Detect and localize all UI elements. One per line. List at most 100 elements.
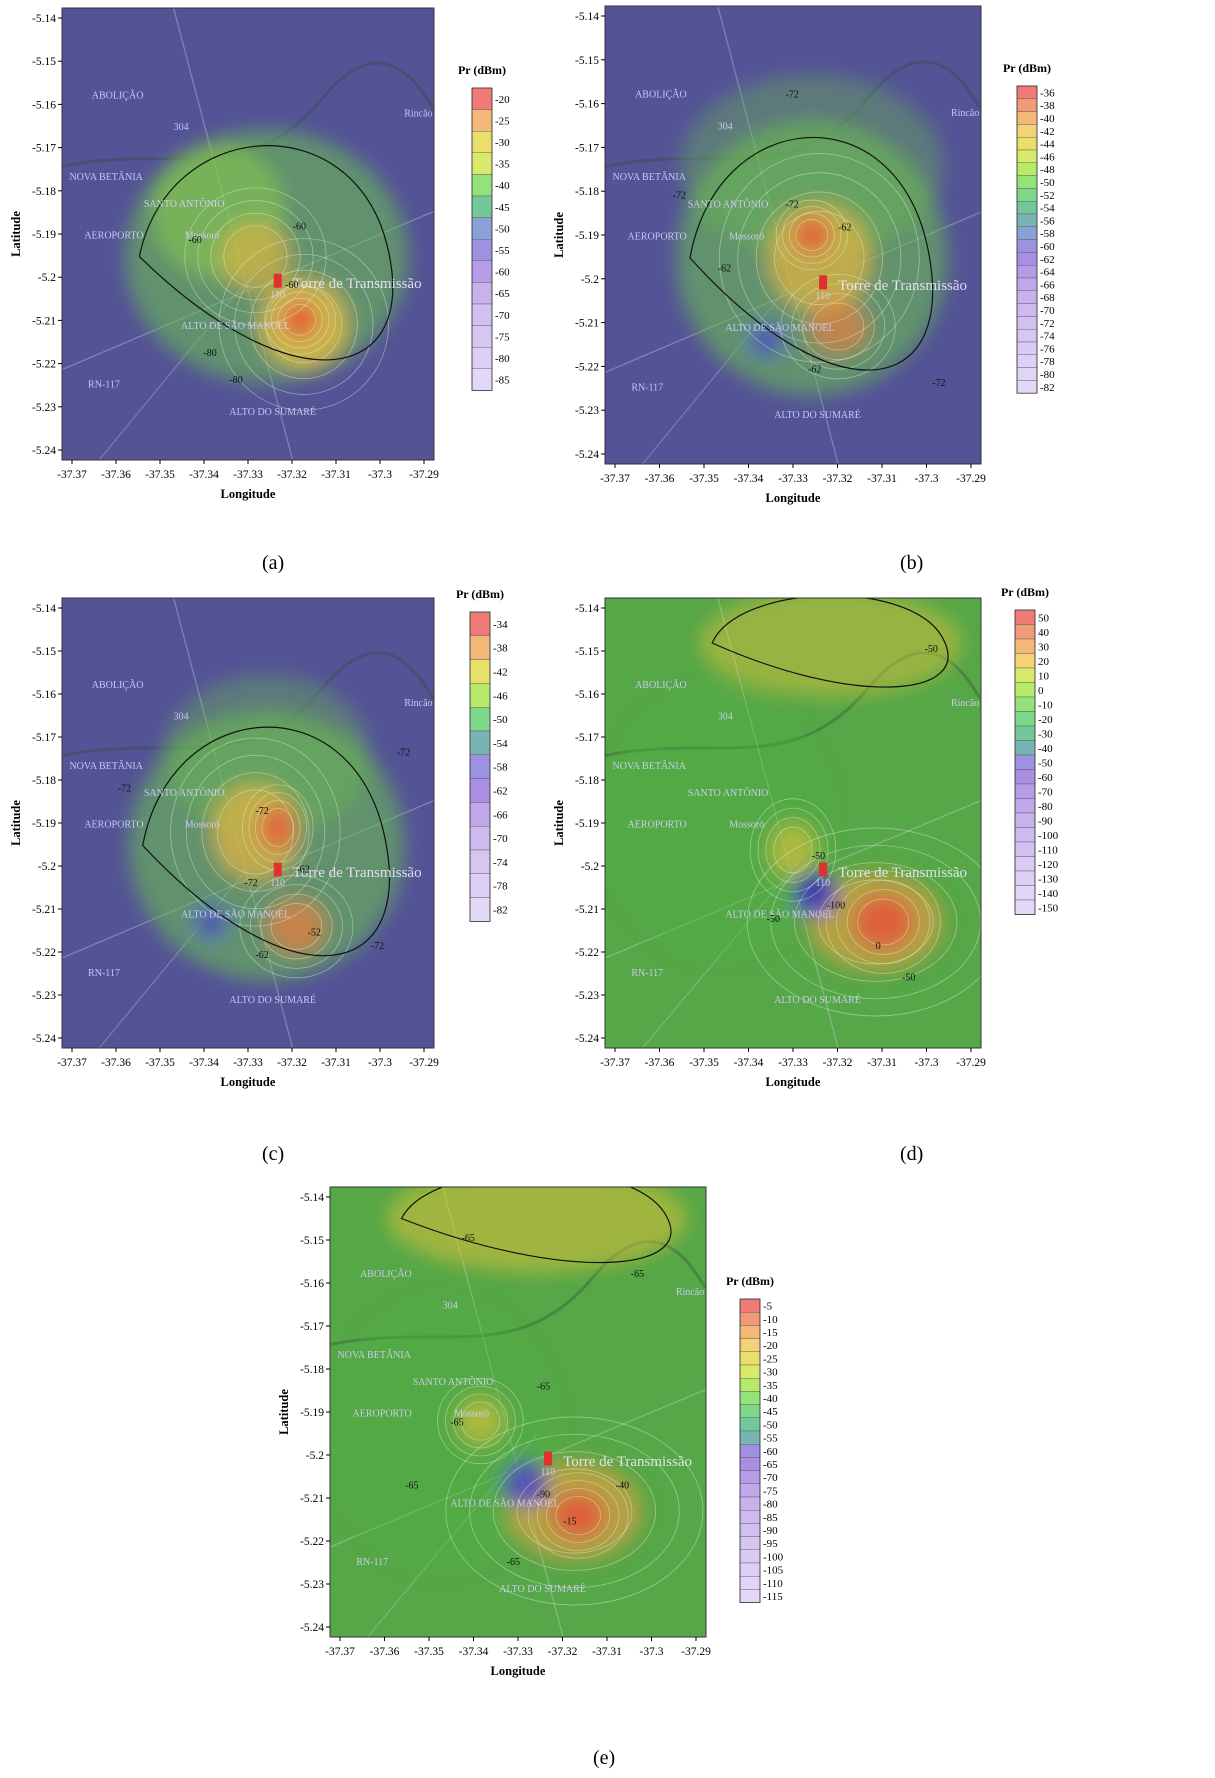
- map-label: ALTO DE SÃO MANOEL: [181, 909, 290, 921]
- y-tick-label: -5.22: [32, 359, 56, 371]
- contour-line: [460, 1401, 500, 1441]
- legend-value: 10: [1038, 670, 1050, 682]
- legend-value: -58: [493, 762, 508, 774]
- legend-value: -105: [763, 1565, 784, 1577]
- contour-line-main: [711, 598, 949, 688]
- y-tick-label: -5.18: [300, 1364, 324, 1376]
- x-tick-label: -37.36: [645, 473, 675, 485]
- contour-line: [249, 884, 343, 969]
- y-tick-label: -5.23: [32, 402, 56, 414]
- x-tick-label: -37.34: [189, 1057, 219, 1069]
- contour-line: [801, 293, 875, 360]
- legend-value: -60: [1040, 241, 1055, 253]
- contour-line: [812, 302, 865, 351]
- map-label: Rincão: [676, 1287, 704, 1298]
- legend-value: -54: [493, 738, 508, 750]
- x-tick-label: -37.31: [867, 473, 897, 485]
- map-svg-c: ABOLIÇÃO NOVA BETÂNIA SANTO ANTÔNIO AEROPOR…: [9, 587, 508, 1089]
- legend-value: -130: [1038, 873, 1059, 885]
- y-tick-label: -5.15: [32, 56, 56, 68]
- legend-value: -42: [493, 667, 508, 679]
- contour-value-label: -62: [296, 865, 309, 876]
- legend-value: -60: [495, 267, 510, 279]
- legend-value: -72: [1040, 318, 1055, 330]
- contour-line: [775, 199, 848, 271]
- signal-zone: [793, 216, 831, 254]
- tower-marker-icon: [544, 1451, 553, 1466]
- legend-value: -110: [1038, 844, 1058, 856]
- x-tick-label: -37.32: [548, 1646, 578, 1658]
- contour-line: [270, 903, 323, 950]
- map-label: ABOLIÇÃO: [92, 89, 144, 101]
- y-axis-title: Latitude: [552, 800, 566, 846]
- contour-line: [516, 1468, 633, 1554]
- legend-value: -65: [763, 1459, 778, 1471]
- contour-value-label: -72: [673, 190, 686, 201]
- contour-line: [264, 285, 336, 355]
- y-tick-label: -5.15: [575, 646, 599, 658]
- contour-line: [795, 219, 829, 251]
- map-label: ABOLIÇÃO: [635, 679, 687, 691]
- legend-value: 20: [1038, 656, 1050, 668]
- tower-marker-icon: [819, 862, 828, 877]
- colorbar: [1016, 85, 1038, 394]
- tower-marker-icon: [819, 275, 828, 290]
- contour-line: [546, 1488, 611, 1543]
- map-label: ALTO DE SÃO MANOEL: [725, 909, 834, 921]
- y-tick-label: -5.16: [575, 689, 599, 701]
- legend-value: 40: [1038, 627, 1050, 639]
- legend-value: -10: [763, 1314, 778, 1326]
- x-tick-label: -37.36: [645, 1057, 675, 1069]
- x-tick-label: -37.34: [459, 1646, 489, 1658]
- y-tick-label: -5.24: [575, 1033, 599, 1045]
- legend-value: -140: [1038, 888, 1059, 900]
- y-tick-label: -5.21: [32, 315, 56, 327]
- map-label: ABOLIÇÃO: [360, 1268, 412, 1280]
- signal-zone: [800, 872, 824, 900]
- y-tick-label: -5.19: [575, 818, 599, 830]
- contour-value-label: -80: [229, 375, 242, 386]
- contour-line: [445, 1385, 516, 1457]
- legend-value: -35: [495, 159, 510, 171]
- satellite-map: ABOLIÇÃO NOVA BETÂNIA SANTO ANTÔNIO AEROPOR…: [62, 598, 434, 1048]
- y-tick-label: -5.24: [32, 1033, 56, 1045]
- signal-zone: [330, 1299, 556, 1570]
- legend-value: -40: [1038, 743, 1053, 755]
- map-label: AEROPORTO: [84, 820, 143, 831]
- legend-value: -55: [495, 245, 510, 257]
- contour-line: [749, 798, 837, 902]
- y-tick-label: -5.22: [575, 947, 599, 959]
- legend-value: -100: [763, 1551, 784, 1563]
- legend-value: -70: [763, 1472, 778, 1484]
- y-tick-label: -5.24: [300, 1622, 324, 1634]
- legend-value: -78: [1040, 356, 1055, 368]
- map-label: Torre de Transmissão: [838, 865, 967, 881]
- signal-zone: [770, 823, 816, 877]
- map-panel-d: ABOLIÇÃO NOVA BETÂNIA SANTO ANTÔNIO AEROPOR…: [552, 585, 1215, 1110]
- legend-value: -74: [1040, 331, 1055, 343]
- panel-caption-c: (c): [262, 1143, 285, 1165]
- y-tick-label: -5.18: [575, 186, 599, 198]
- contour-line: [857, 898, 910, 946]
- contour-value-label: 0: [876, 941, 881, 952]
- y-tick-label: -5.14: [300, 1192, 324, 1204]
- colorbar: [1014, 609, 1036, 915]
- y-tick-label: -5.16: [300, 1278, 324, 1290]
- map-label: ABOLIÇÃO: [92, 679, 144, 691]
- x-axis-title: Longitude: [491, 1664, 546, 1678]
- legend-value: -75: [495, 331, 510, 343]
- signal-zone: [281, 301, 319, 338]
- legend-value: -62: [1040, 254, 1055, 266]
- satellite-map: ABOLIÇÃO NOVA BETÂNIA SANTO ANTÔNIO AEROPOR…: [605, 598, 981, 1048]
- y-tick-label: -5.22: [575, 361, 599, 373]
- legend-value: -38: [1040, 100, 1055, 112]
- contour-line: [536, 1480, 620, 1551]
- signal-zone: [457, 1398, 503, 1444]
- y-tick-label: -5.14: [575, 603, 599, 615]
- x-tick-label: -37.37: [57, 469, 87, 481]
- map-label: Rincão: [951, 698, 979, 709]
- y-tick-label: -5.24: [575, 449, 599, 461]
- contour-value-label: -50: [812, 851, 825, 862]
- colorbar: [471, 87, 493, 391]
- legend-value: -65: [495, 288, 510, 300]
